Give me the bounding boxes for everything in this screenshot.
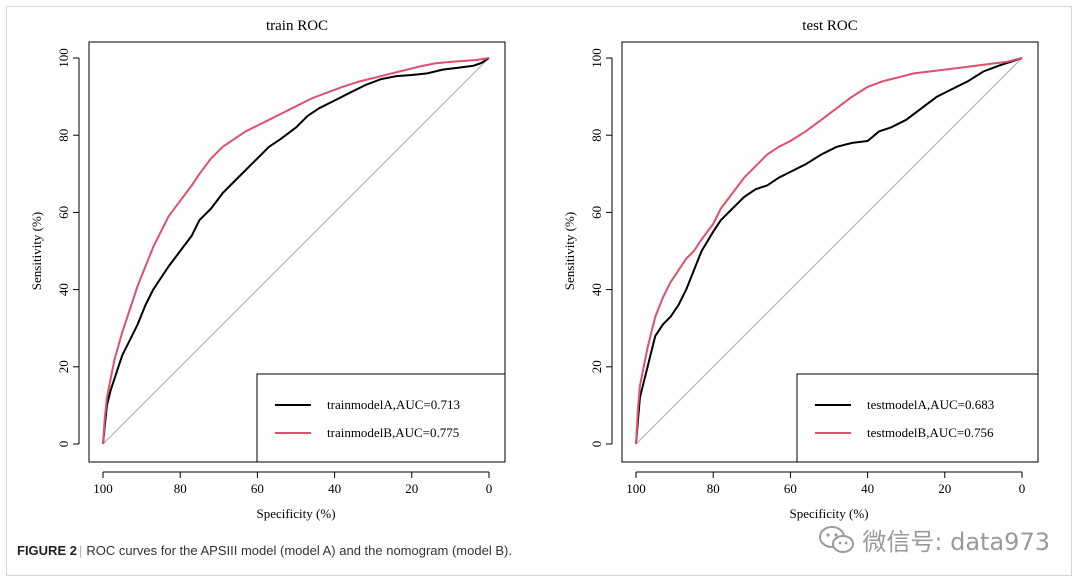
x-tick-label: 80 xyxy=(174,481,187,496)
x-tick-label: 80 xyxy=(707,481,720,496)
roc-curve-model-a xyxy=(102,57,490,445)
roc-curve-model-a xyxy=(635,57,1023,445)
x-tick-label: 100 xyxy=(93,481,113,496)
figure-caption: FIGURE 2 | ROC curves for the APSIII model… xyxy=(17,543,512,558)
x-tick-label: 20 xyxy=(405,481,418,496)
y-tick-label: 80 xyxy=(589,129,604,142)
x-tick-label: 0 xyxy=(486,481,493,496)
legend: testmodelA,AUC=0.683 testmodelB,AUC=0.756 xyxy=(796,373,1039,463)
legend-label: testmodelB,AUC=0.756 xyxy=(867,425,994,440)
watermark: 微信号: data973 xyxy=(818,522,1050,557)
legend-label: trainmodelA,AUC=0.713 xyxy=(327,397,460,412)
roc-curve-model-b xyxy=(102,57,490,445)
y-tick-label: 0 xyxy=(56,441,71,448)
y-axis-label: Sensitivity (%) xyxy=(562,212,577,290)
x-tick-label: 0 xyxy=(1019,481,1026,496)
wechat-icon xyxy=(819,525,855,553)
roc-curve-model-b xyxy=(635,57,1023,445)
legend-label: trainmodelB,AUC=0.775 xyxy=(327,425,459,440)
y-tick-label: 80 xyxy=(56,129,71,142)
caption-separator: | xyxy=(78,543,83,558)
x-tick-label: 40 xyxy=(861,481,874,496)
y-tick-label: 100 xyxy=(589,48,604,68)
y-tick-label: 60 xyxy=(56,206,71,219)
legend-label: testmodelA,AUC=0.683 xyxy=(867,397,994,412)
legend: trainmodelA,AUC=0.713 trainmodelB,AUC=0.7… xyxy=(256,373,506,463)
caption-text: ROC curves for the APSIII model (model A… xyxy=(86,543,512,558)
legend-box xyxy=(796,373,1039,463)
roc-panel-2: test ROC 100 80 60 40 20 0 Specificity (%) 0 20 40… xyxy=(562,18,1039,521)
x-axis-label: Specificity (%) xyxy=(789,506,868,521)
y-axis-label: Sensitivity (%) xyxy=(29,212,44,290)
y-tick-label: 20 xyxy=(56,360,71,373)
x-tick-label: 60 xyxy=(784,481,797,496)
x-tick-label: 40 xyxy=(328,481,341,496)
figure-frame xyxy=(6,6,1072,576)
x-axis-label: Specificity (%) xyxy=(256,506,335,521)
x-tick-label: 100 xyxy=(626,481,646,496)
roc-panel-1: train ROC 100 80 60 40 20 0 Specificity (%) 0 20 4… xyxy=(29,18,506,521)
chart-title: test ROC xyxy=(802,18,857,34)
y-tick-label: 100 xyxy=(56,48,71,68)
chart-title: train ROC xyxy=(266,18,328,34)
x-tick-label: 20 xyxy=(938,481,951,496)
y-tick-label: 60 xyxy=(589,206,604,219)
watermark-text: 微信号: data973 xyxy=(862,528,1050,556)
y-tick-label: 0 xyxy=(589,441,604,448)
y-tick-label: 40 xyxy=(589,283,604,296)
reference-diagonal xyxy=(635,57,1023,445)
x-tick-label: 60 xyxy=(251,481,264,496)
caption-lead: FIGURE 2 xyxy=(17,543,77,558)
y-tick-label: 40 xyxy=(56,283,71,296)
reference-diagonal xyxy=(102,57,490,445)
y-tick-label: 20 xyxy=(589,360,604,373)
legend-box xyxy=(256,373,506,463)
